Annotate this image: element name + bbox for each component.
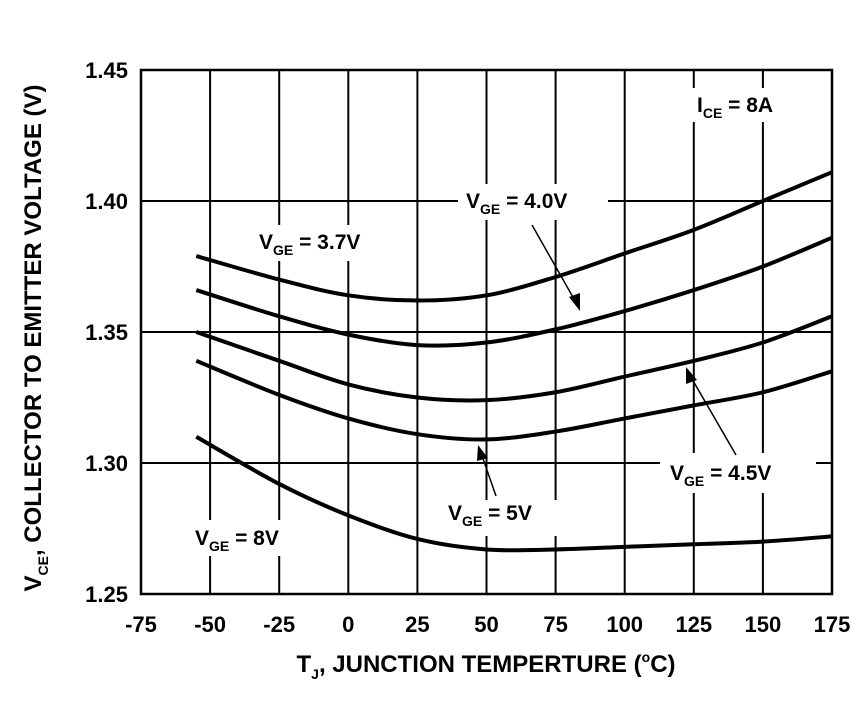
curves [195,170,833,553]
tick-labels: -75 -50 -25 0 25 50 75 100 125 150 175 1.25 1.30 1.35… [85,58,850,637]
x-tick-label: 50 [474,612,498,637]
series-label-4.5v: VGE = 4.5V [670,462,771,489]
arrowhead-4.0v [569,293,580,311]
y-axis-label: VCE, COLLECTOR TO EMITTER VOLTAGE (V) [20,84,51,591]
series-line-0 [195,170,833,303]
x-tick-label: -50 [194,612,226,637]
arrowhead-4.5v [686,367,697,384]
x-tick-label: -25 [263,612,295,637]
labels: ICE = 8A VGE = 3.7V VGE = 4.0V VGE = 4.5… [186,88,816,556]
x-tick-label: -75 [125,612,157,637]
plot-frame [139,68,834,596]
series-label-5v: VGE = 5V [448,502,532,529]
series-line-1 [195,235,833,348]
series-line-2 [195,314,833,403]
series-label-8v: VGE = 8V [195,527,279,554]
condition-label: ICE = 8A [697,94,773,121]
x-tick-label: 100 [606,612,643,637]
x-axis-label: TJ, JUNCTION TEMPERTURE (oC) [296,649,675,682]
y-tick-label: 1.30 [85,451,128,476]
series-line-3 [195,358,833,442]
x-tick-label: 150 [745,612,782,637]
y-tick-label: 1.35 [85,320,128,345]
x-tick-label: 75 [543,612,567,637]
x-tick-label: 125 [675,612,712,637]
series-label-3.7v: VGE = 3.7V [259,231,360,258]
series-line-4 [195,435,833,553]
x-tick-label: 175 [814,612,851,637]
x-tick-label: 0 [342,612,354,637]
y-tick-label: 1.40 [85,189,128,214]
arrow-4.5v [687,371,737,456]
y-tick-label: 1.25 [85,582,128,607]
arrowhead-5v [477,445,488,461]
x-tick-label: 25 [405,612,429,637]
series-label-4.0v: VGE = 4.0V [466,190,567,217]
arrow-4.0v [531,224,579,307]
y-tick-label: 1.45 [85,58,128,83]
